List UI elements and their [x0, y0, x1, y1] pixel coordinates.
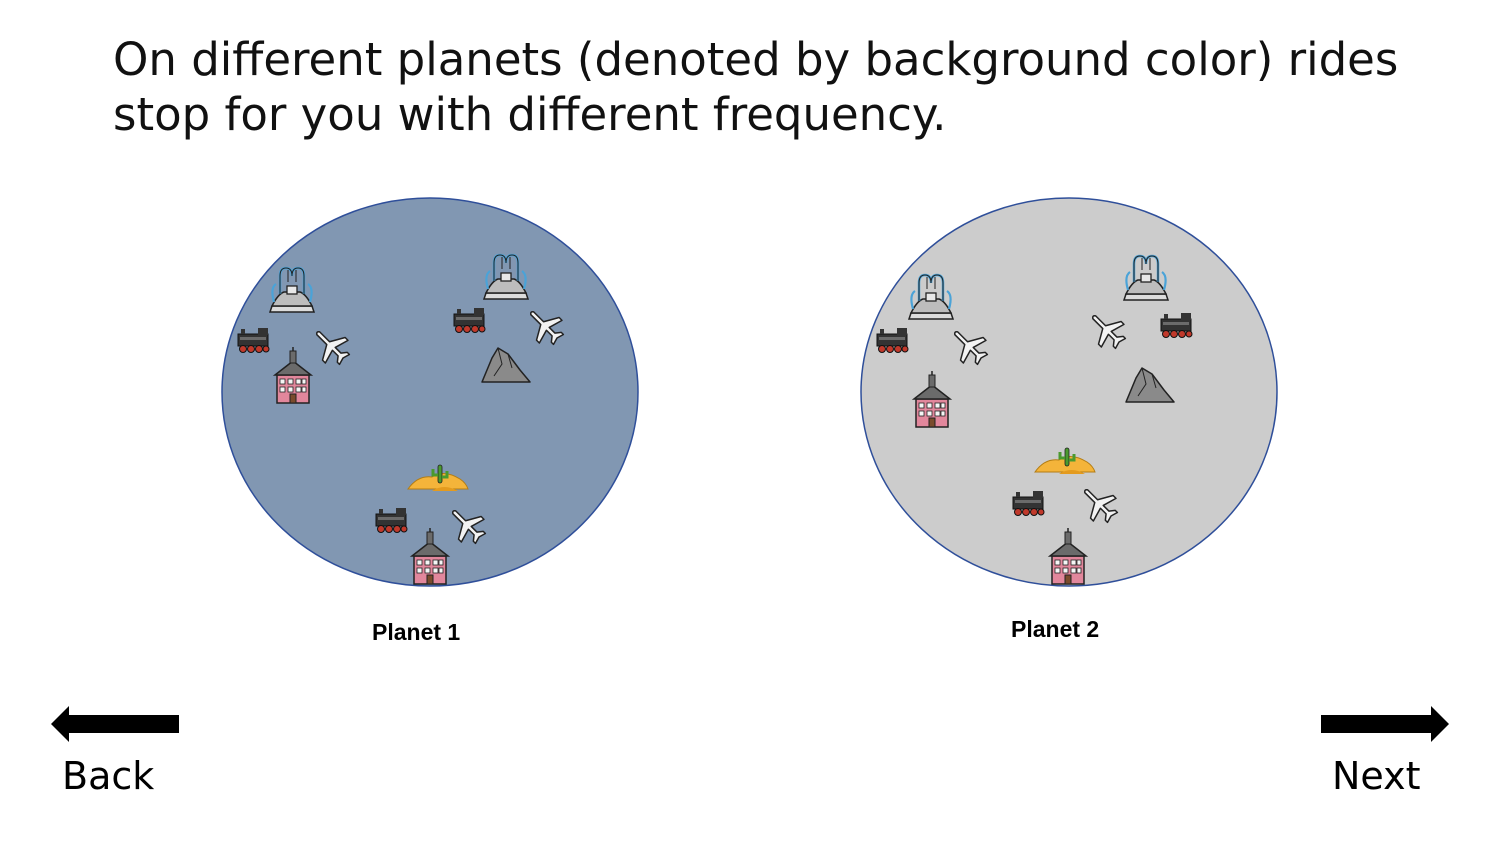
next-button[interactable]: Next [1332, 754, 1421, 798]
page-title: On different planets (denoted by backgro… [113, 32, 1413, 142]
title-line-2: stop for you with different frequency. [113, 88, 947, 141]
next-arrow-button[interactable] [1321, 706, 1449, 742]
planet-2-label: Planet 2 [1011, 616, 1100, 642]
planet-1 [221, 197, 639, 587]
title-line-1: On different planets (denoted by backgro… [113, 33, 1399, 86]
right-arrow-icon[interactable] [1321, 706, 1449, 742]
left-arrow-icon[interactable] [51, 706, 179, 742]
planet-2 [860, 197, 1278, 587]
back-button[interactable]: Back [62, 754, 155, 798]
planet-1-label: Planet 1 [372, 619, 461, 645]
back-arrow-button[interactable] [51, 706, 179, 742]
planet-1-circle [221, 197, 639, 587]
planet-2-circle [860, 197, 1278, 587]
